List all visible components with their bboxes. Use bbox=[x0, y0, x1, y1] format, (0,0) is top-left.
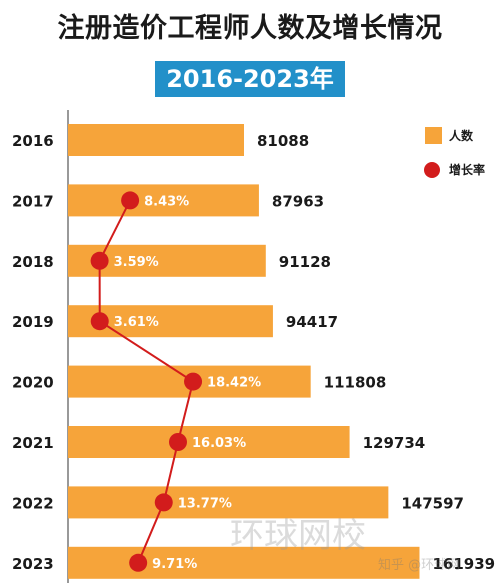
watermark-text: 环球网校 bbox=[230, 516, 366, 556]
chart-subtitle: 2016-2023年 bbox=[155, 61, 345, 97]
legend-swatch-rate bbox=[424, 162, 440, 178]
rate-point-2023 bbox=[129, 553, 148, 572]
category-label: 2022 bbox=[12, 494, 54, 512]
bar-2021 bbox=[68, 426, 350, 458]
rate-point-2017 bbox=[121, 191, 140, 210]
value-label: 81088 bbox=[257, 132, 309, 150]
value-label: 147597 bbox=[401, 494, 464, 512]
bar-2023 bbox=[68, 546, 420, 579]
value-label: 161939 bbox=[432, 555, 495, 573]
value-label: 87963 bbox=[272, 192, 324, 210]
rate-label: 16.03% bbox=[192, 436, 246, 451]
rate-label: 3.59% bbox=[114, 255, 159, 270]
watermark: 环球网校 知乎 @环球网 bbox=[230, 516, 460, 573]
rate-point-2018 bbox=[90, 251, 109, 270]
rate-label: 13.77% bbox=[178, 496, 232, 511]
legend-swatch-people bbox=[425, 127, 442, 144]
category-label: 2017 bbox=[12, 192, 54, 210]
rate-label: 3.61% bbox=[114, 315, 159, 330]
value-label: 94417 bbox=[286, 313, 338, 331]
rate-point-2019 bbox=[90, 312, 109, 331]
rate-point-2021 bbox=[168, 433, 187, 451]
chart-title: 注册造价工程师人数及增长情况 bbox=[57, 13, 443, 44]
category-label: 2021 bbox=[12, 434, 54, 452]
category-label: 2016 bbox=[12, 132, 54, 150]
value-label: 111808 bbox=[324, 374, 387, 392]
bar-2017 bbox=[68, 184, 259, 217]
rate-label: 9.71% bbox=[152, 557, 197, 572]
value-label: 129734 bbox=[363, 434, 426, 452]
category-label: 2019 bbox=[12, 313, 54, 331]
legend-label-people: 人数 bbox=[449, 128, 474, 143]
bar-2022 bbox=[68, 486, 389, 519]
legend: 人数 增长率 bbox=[424, 127, 485, 178]
rate-point-2022 bbox=[154, 493, 173, 512]
value-label: 91128 bbox=[279, 253, 331, 271]
watermark-source: 知乎 @环球网 bbox=[378, 557, 460, 573]
category-label: 2023 bbox=[12, 555, 54, 573]
category-label: 2018 bbox=[12, 253, 54, 271]
bar-2016 bbox=[68, 124, 244, 156]
legend-label-rate: 增长率 bbox=[449, 162, 485, 177]
rate-label: 18.42% bbox=[207, 376, 261, 391]
category-label: 2020 bbox=[12, 374, 54, 392]
rate-point-2020 bbox=[184, 372, 203, 391]
rate-label: 8.43% bbox=[144, 194, 189, 209]
